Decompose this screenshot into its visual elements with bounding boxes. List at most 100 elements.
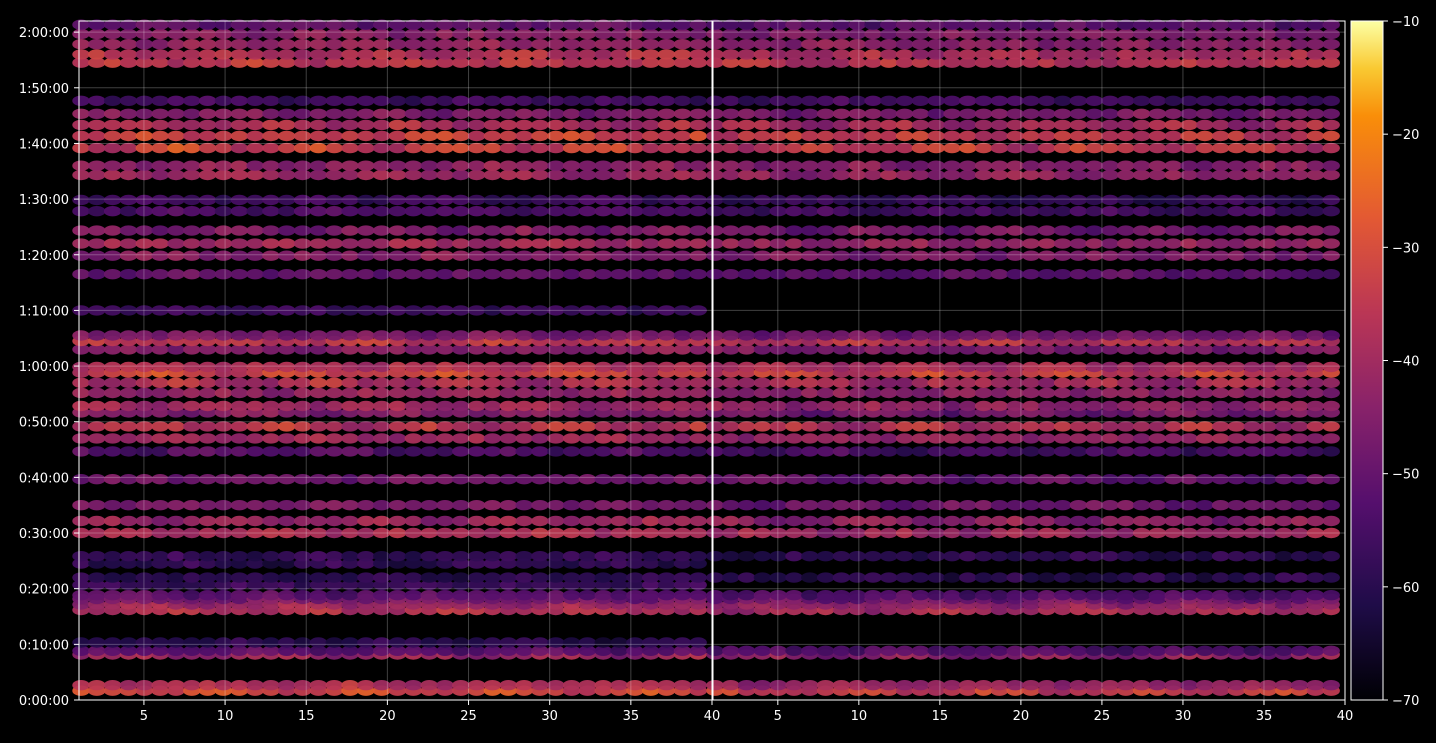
heatmap-cell — [167, 194, 185, 206]
heatmap-cell — [1243, 169, 1261, 181]
heatmap-cell — [404, 269, 422, 280]
heatmap-cell — [103, 572, 122, 583]
heatmap-cell — [72, 305, 90, 316]
heatmap-cell — [198, 142, 217, 154]
heatmap-cell — [657, 377, 676, 388]
heatmap-cell — [578, 169, 597, 181]
heatmap-cell — [88, 19, 106, 30]
heatmap-cell — [278, 527, 296, 539]
heatmap-cell — [357, 19, 375, 30]
heatmap-cell — [737, 39, 756, 50]
heatmap-cell — [895, 238, 914, 249]
heatmap-cell — [1117, 551, 1135, 562]
heatmap-cell — [1022, 421, 1040, 432]
heatmap-cell — [1164, 421, 1182, 432]
heatmap-cell — [1275, 130, 1293, 142]
heatmap-cell — [531, 433, 549, 444]
heatmap-cell — [325, 527, 343, 539]
heatmap-cell — [404, 95, 422, 107]
heatmap-cell — [357, 57, 375, 68]
heatmap-cell — [452, 527, 470, 539]
heatmap-cell — [357, 474, 375, 485]
heatmap-cell — [594, 500, 612, 511]
heatmap-cell — [864, 344, 882, 355]
heatmap-cell — [689, 169, 707, 181]
heatmap-cell — [927, 19, 945, 30]
heatmap-cell — [974, 28, 993, 40]
heatmap-cell — [801, 387, 819, 399]
heatmap-cell — [1053, 95, 1072, 107]
heatmap-cell — [1038, 49, 1056, 60]
heatmap-cell — [1322, 28, 1340, 40]
heatmap-cell — [167, 680, 185, 691]
heatmap-cell — [436, 551, 454, 562]
heatmap-cell — [1275, 194, 1293, 206]
heatmap-cell — [769, 269, 787, 280]
heatmap-cell — [706, 142, 724, 154]
heatmap-cell — [880, 330, 898, 341]
heatmap-cell — [578, 551, 597, 562]
heatmap-cell — [214, 637, 233, 648]
heatmap-cell — [959, 130, 977, 142]
heatmap-cell — [673, 194, 692, 206]
heatmap-cell — [214, 515, 233, 527]
heatmap-cell — [325, 119, 343, 131]
heatmap-cell — [373, 194, 391, 206]
heatmap-cell — [848, 119, 866, 131]
heatmap-cell — [642, 387, 660, 399]
heatmap-cell — [785, 130, 803, 142]
heatmap-cell — [927, 250, 945, 261]
heatmap-cell — [943, 225, 961, 236]
heatmap-cell — [911, 49, 930, 60]
heatmap-cell — [753, 160, 772, 171]
heatmap-cell — [373, 238, 391, 249]
heatmap-cell — [262, 108, 280, 120]
x-tick-label: 10 — [851, 709, 868, 724]
heatmap-cell — [325, 305, 343, 316]
heatmap-cell — [183, 19, 201, 30]
heatmap-cell — [816, 330, 835, 341]
heatmap-cell — [151, 57, 169, 68]
heatmap-cell — [151, 28, 169, 40]
heatmap-cell — [1101, 446, 1119, 457]
heatmap-cell — [816, 400, 835, 412]
heatmap-cell — [1306, 400, 1325, 412]
heatmap-cell — [1290, 527, 1309, 539]
heatmap-cell — [642, 377, 660, 388]
heatmap-cell — [515, 57, 533, 68]
heatmap-cell — [198, 387, 217, 399]
heatmap-cell — [578, 108, 597, 120]
heatmap-cell — [1290, 28, 1309, 40]
heatmap-cell — [214, 108, 233, 120]
heatmap-cell — [135, 160, 153, 171]
heatmap-cell — [1322, 645, 1340, 656]
heatmap-cell — [341, 500, 359, 511]
heatmap-cell — [388, 645, 407, 656]
heatmap-cell — [135, 387, 153, 399]
heatmap-cell — [436, 572, 454, 583]
heatmap-cell — [452, 119, 470, 131]
heatmap-cell — [88, 344, 106, 355]
heatmap-cell — [1101, 572, 1119, 583]
heatmap-cell — [1053, 49, 1072, 60]
heatmap-cell — [483, 238, 502, 249]
heatmap-cell — [72, 130, 90, 142]
heatmap-cell — [1085, 527, 1103, 539]
heatmap-cell — [864, 387, 882, 399]
heatmap-cell — [753, 433, 772, 444]
heatmap-cell — [167, 515, 185, 527]
heatmap-cell — [325, 250, 343, 261]
heatmap-cell — [373, 169, 391, 181]
heatmap-cell — [1259, 19, 1277, 30]
heatmap-cell — [293, 500, 312, 511]
heatmap-cell — [1243, 361, 1261, 373]
heatmap-cell — [753, 446, 772, 457]
heatmap-cell — [198, 645, 217, 656]
heatmap-cell — [119, 119, 138, 131]
y-tick-label: 0:10:00 — [19, 638, 69, 653]
heatmap-cell — [483, 39, 502, 50]
heatmap-cell — [562, 130, 581, 142]
heatmap-cell — [388, 28, 407, 40]
heatmap-cell — [737, 194, 756, 206]
heatmap-cell — [230, 269, 248, 280]
